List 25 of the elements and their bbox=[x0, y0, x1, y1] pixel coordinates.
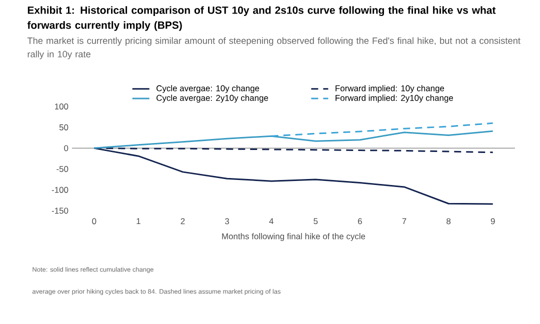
x-tick-label: 0 bbox=[92, 218, 96, 224]
line-series bbox=[93, 130, 494, 149]
x-axis-title: Months following final hike of the cycle bbox=[222, 233, 366, 241]
chart-title: Exhibit 1: Historical comparison of UST 10y and 2s10s curve following the final hike vs what forwards currently imply (BPS) bbox=[27, 6, 496, 31]
x-tick-label: 9 bbox=[490, 218, 495, 224]
legend-label: Forward implied: 10y change bbox=[336, 85, 444, 93]
legend-label: Cycle avergae: 2y10y change bbox=[156, 94, 268, 103]
chart-subtitle: The market is currently pricing similar amount of steepening observed following the Fed's final hike, but not a consistent rally in 10y rate bbox=[27, 37, 520, 60]
legend-label: Cycle avergae: 10y change bbox=[156, 85, 260, 93]
line-series bbox=[270, 122, 494, 137]
x-tick-label: 5 bbox=[314, 218, 318, 224]
legend-label: Forward implied: 2y10y change bbox=[336, 94, 454, 103]
y-tick-label: -50 bbox=[56, 166, 68, 172]
x-tick-label: 6 bbox=[358, 218, 362, 224]
y-tick-label: 0 bbox=[64, 145, 68, 152]
x-tick-label: 4 bbox=[269, 218, 274, 224]
y-tick-label: -100 bbox=[52, 186, 68, 193]
x-tick-label: 1 bbox=[136, 218, 140, 224]
x-tick-label: 8 bbox=[446, 218, 451, 224]
y-tick-label: 100 bbox=[54, 104, 68, 110]
x-tick-label: 7 bbox=[402, 218, 406, 224]
x-tick-label: 3 bbox=[225, 218, 230, 224]
y-tick-label: -150 bbox=[52, 208, 68, 214]
x-tick-label: 2 bbox=[180, 218, 185, 224]
y-tick-label: 50 bbox=[59, 124, 68, 130]
